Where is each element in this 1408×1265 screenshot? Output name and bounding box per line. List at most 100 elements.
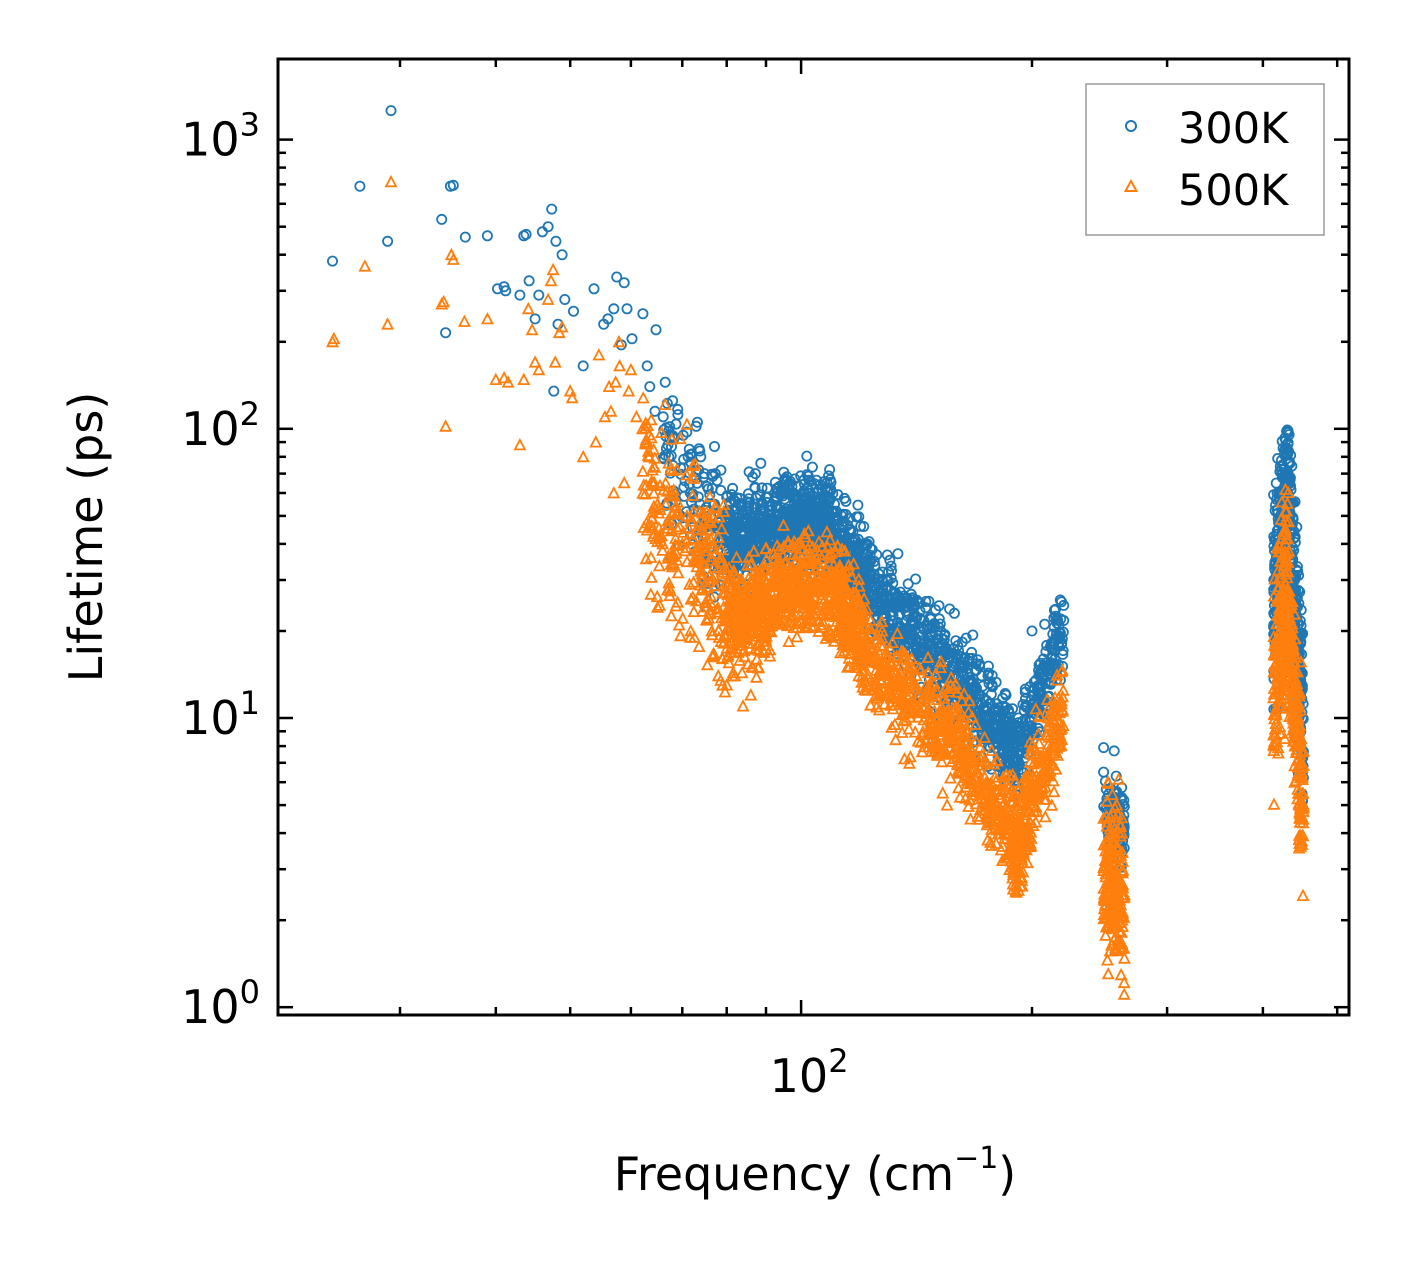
- data-point-500k: [670, 462, 684, 476]
- data-point-500k: [812, 624, 826, 637]
- data-point-500k: [717, 497, 731, 510]
- data-point-300k: [657, 411, 669, 423]
- data-point-300k: [872, 579, 884, 591]
- data-point-500k: [697, 516, 711, 529]
- data-point-300k: [933, 613, 945, 625]
- data-point-500k: [707, 646, 721, 660]
- data-point-300k: [721, 546, 733, 558]
- data-point-300k: [967, 629, 979, 641]
- data-point-300k: [641, 360, 653, 372]
- data-point-500k: [662, 456, 676, 469]
- data-point-300k: [678, 481, 690, 493]
- data-point-500k: [647, 486, 661, 499]
- data-point-300k: [760, 491, 772, 503]
- data-point-300k: [548, 385, 560, 397]
- data-point-300k: [964, 678, 976, 690]
- data-point-500k: [669, 531, 682, 544]
- data-point-300k: [1015, 734, 1027, 746]
- data-point-500k: [641, 418, 655, 432]
- data-point-300k: [559, 293, 571, 305]
- data-point-500k: [739, 626, 753, 639]
- data-point-300k: [533, 289, 545, 301]
- data-point-500k: [644, 412, 658, 426]
- data-point-500k: [714, 554, 728, 568]
- data-point-300k: [577, 360, 589, 372]
- data-point-300k: [1026, 625, 1038, 637]
- data-point-500k: [777, 518, 790, 531]
- data-point-300k: [901, 628, 913, 640]
- data-point-300k: [1000, 689, 1012, 701]
- data-point-300k: [644, 381, 656, 393]
- data-point-500k: [673, 628, 687, 642]
- data-point-500k: [715, 521, 729, 535]
- data-point-300k: [1054, 631, 1066, 643]
- data-point-500k: [806, 540, 820, 553]
- data-point-500k: [642, 518, 656, 532]
- data-point-500k: [701, 523, 715, 536]
- data-point-500k: [646, 520, 660, 534]
- data-point-300k: [514, 289, 526, 301]
- data-point-300k: [749, 481, 761, 493]
- data-point-300k: [785, 527, 797, 539]
- data-point-300k: [709, 440, 721, 452]
- data-point-300k: [788, 491, 800, 503]
- data-point-500k: [717, 504, 731, 517]
- data-point-300k: [855, 520, 867, 532]
- data-point-500k: [722, 655, 736, 669]
- data-point-500k: [666, 549, 680, 562]
- data-point-300k: [801, 450, 813, 462]
- data-point-300k: [382, 235, 394, 247]
- data-point-300k: [881, 549, 893, 561]
- data-point-500k: [733, 575, 747, 589]
- data-point-500k: [708, 578, 722, 591]
- data-point-300k: [831, 519, 843, 531]
- data-point-300k: [715, 464, 727, 476]
- data-point-500k: [1117, 987, 1131, 1000]
- data-point-500k: [755, 565, 769, 579]
- data-point-500k: [636, 391, 650, 404]
- data-point-500k: [703, 489, 717, 503]
- data-point-300k: [884, 554, 896, 566]
- data-point-500k: [718, 685, 732, 698]
- data-point-300k: [1098, 742, 1110, 754]
- data-point-300k: [608, 303, 620, 315]
- data-point-500k: [672, 618, 686, 631]
- data-point-500k: [714, 634, 728, 647]
- data-point-300k: [786, 481, 798, 493]
- data-point-300k: [840, 495, 852, 507]
- data-point-500k: [759, 541, 773, 554]
- data-point-300k: [893, 597, 905, 609]
- data-point-500k: [671, 595, 685, 608]
- data-point-500k: [652, 558, 666, 572]
- data-point-500k: [721, 620, 735, 633]
- data-point-300k: [618, 277, 630, 289]
- data-point-300k: [861, 538, 873, 550]
- data-point-300k: [914, 605, 926, 617]
- data-point-500k: [722, 601, 736, 614]
- data-point-500k: [692, 639, 706, 652]
- data-point-300k: [1057, 660, 1069, 672]
- data-point-300k: [951, 652, 963, 664]
- data-point-500k: [655, 425, 668, 439]
- data-point-300k: [847, 526, 859, 538]
- data-point-300k: [709, 468, 721, 480]
- data-point-500k: [641, 448, 655, 462]
- data-point-300k: [550, 235, 562, 247]
- data-point-300k: [727, 540, 739, 552]
- data-point-300k: [749, 468, 761, 480]
- data-point-300k: [915, 626, 927, 638]
- data-point-300k: [1037, 653, 1049, 665]
- data-point-300k: [850, 544, 862, 556]
- data-point-500k: [656, 543, 669, 556]
- data-point-500k: [714, 542, 728, 555]
- data-point-500k: [647, 526, 661, 539]
- data-point-300k: [542, 221, 554, 233]
- data-point-300k: [692, 491, 704, 503]
- data-point-500k: [1267, 797, 1281, 810]
- data-point-300k: [602, 313, 614, 325]
- data-point-300k: [742, 548, 754, 560]
- data-point-300k: [664, 421, 676, 433]
- data-point-500k: [653, 598, 667, 611]
- data-point-300k: [754, 489, 766, 501]
